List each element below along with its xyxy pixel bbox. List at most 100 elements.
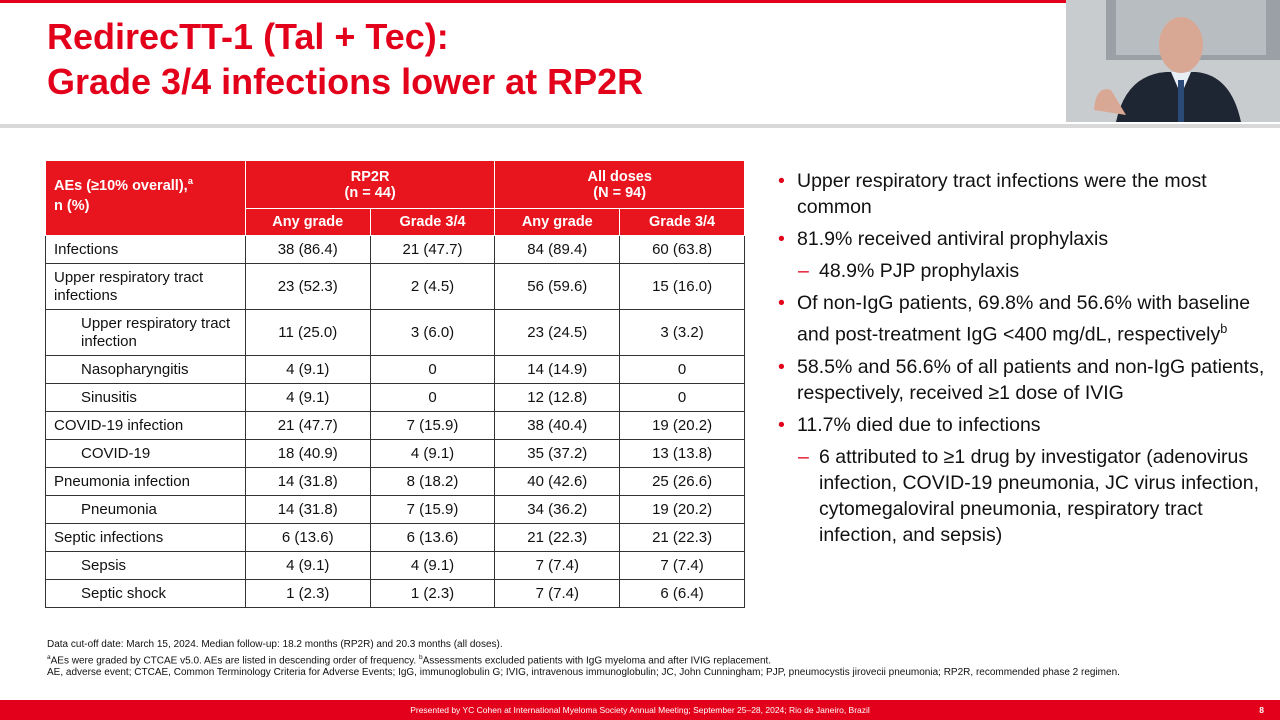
footnote: AE, adverse event; CTCAE, Common Termino… xyxy=(47,667,1120,679)
cell: 0 xyxy=(369,355,496,384)
top-rule xyxy=(0,0,1066,3)
cell: 6 (13.6) xyxy=(244,523,371,552)
subheader: Grade 3/4 xyxy=(369,208,496,236)
row-label: Septic infections xyxy=(45,523,246,552)
cell: 12 (12.8) xyxy=(494,383,621,412)
table-row: Infections 38 (86.4) 21 (47.7) 84 (89.4) 60 … xyxy=(45,235,745,264)
group-n: (n = 44) xyxy=(344,184,396,201)
row-label: Pneumonia xyxy=(45,495,246,524)
corner-cell: AEs (≥10% overall),a n (%) xyxy=(45,160,246,236)
cell: 3 (6.0) xyxy=(369,309,496,356)
cell: 21 (47.7) xyxy=(369,235,496,264)
table-row: Nasopharyngitis 4 (9.1) 0 14 (14.9) 0 xyxy=(45,355,745,384)
title: RedirecTT-1 (Tal + Tec): Grade 3/4 infec… xyxy=(47,14,643,104)
cell: 35 (37.2) xyxy=(494,439,621,468)
cell: 0 xyxy=(619,383,745,412)
cell: 34 (36.2) xyxy=(494,495,621,524)
cell: 6 (6.4) xyxy=(619,579,745,608)
subheader: Any grade xyxy=(244,208,371,236)
note: Assessments excluded patients with IgG m… xyxy=(422,654,772,666)
cell: 4 (9.1) xyxy=(244,551,371,580)
ae-table: AEs (≥10% overall),a n (%) RP2R (n = 44) All… xyxy=(45,160,745,608)
cell: 6 (13.6) xyxy=(369,523,496,552)
bullet-text: 6 attributed to ≥1 drug by investigator … xyxy=(819,445,1260,546)
group-header: RP2R (n = 44) xyxy=(244,160,496,209)
cell: 14 (31.8) xyxy=(244,467,371,496)
subheader-row: Any grade Grade 3/4 Any grade Grade 3/4 xyxy=(46,208,745,236)
title-line: RedirecTT-1 (Tal + Tec): xyxy=(47,16,449,57)
cell: 4 (9.1) xyxy=(369,551,496,580)
bullet: 81.9% received antiviral prophylaxis xyxy=(778,226,1268,252)
cell: 14 (14.9) xyxy=(494,355,621,384)
cell: 4 (9.1) xyxy=(244,383,371,412)
bullet-list: Upper respiratory tract infections were … xyxy=(778,168,1268,554)
table-row: Septic infections 6 (13.6) 6 (13.6) 21 (22.… xyxy=(45,523,745,552)
table-row: Septic shock 1 (2.3) 1 (2.3) 7 (7.4) 6 (6.4) xyxy=(45,579,745,608)
cell: 11 (25.0) xyxy=(244,309,371,356)
subheader: Any grade xyxy=(494,208,621,236)
bullet-text: 48.9% PJP prophylaxis xyxy=(819,260,1020,282)
row-label: Pneumonia infection xyxy=(45,467,246,496)
separator xyxy=(0,124,1280,128)
corner-text: AEs (≥10% overall),a xyxy=(54,171,194,196)
cell: 4 (9.1) xyxy=(244,355,371,384)
bullet-text: Of non-IgG patients, 69.8% and 56.6% wit… xyxy=(797,292,1251,346)
webcam xyxy=(1066,0,1280,122)
group-name: All doses xyxy=(587,168,652,185)
corner-after: n (%) xyxy=(54,197,90,214)
cell: 23 (24.5) xyxy=(494,309,621,356)
page-number: 8 xyxy=(1259,705,1264,715)
cell: 38 (86.4) xyxy=(244,235,371,264)
table-row: Sinusitis 4 (9.1) 0 12 (12.8) 0 xyxy=(45,383,745,412)
cell: 18 (40.9) xyxy=(244,439,371,468)
cell: 7 (15.9) xyxy=(369,411,496,440)
header-row: AEs (≥10% overall),a n (%) RP2R (n = 44) All… xyxy=(45,160,745,236)
cell: 21 (47.7) xyxy=(244,411,371,440)
row-label: Upper respiratory tract infections xyxy=(45,263,246,310)
row-label: Upper respiratory tract infection xyxy=(45,309,246,356)
bullet-text: 11.7% died due to infections xyxy=(797,413,1041,436)
cell: 1 (2.3) xyxy=(244,579,371,608)
presented: Presented by YC Cohen at International M… xyxy=(410,705,870,715)
cell: 7 (7.4) xyxy=(619,551,745,580)
cell: 7 (7.4) xyxy=(494,579,621,608)
cell: 8 (18.2) xyxy=(369,467,496,496)
cell: 3 (3.2) xyxy=(619,309,745,356)
footer: Presented by YC Cohen at International M… xyxy=(0,700,1280,720)
note: AEs were graded by CTCAE v5.0. AEs are l… xyxy=(50,654,419,666)
cell: 7 (15.9) xyxy=(369,495,496,524)
sup: b xyxy=(418,653,423,661)
bullet: Of non-IgG patients, 69.8% and 56.6% wit… xyxy=(778,290,1268,348)
table-row: Upper respiratory tract infections 23 (52… xyxy=(45,263,745,310)
row-label: Sepsis xyxy=(45,551,246,580)
table-row: Sepsis 4 (9.1) 4 (9.1) 7 (7.4) 7 (7.4) xyxy=(45,551,745,580)
corner-label: AEs (≥10% overall), xyxy=(54,177,188,194)
cell: 14 (31.8) xyxy=(244,495,371,524)
row-label: COVID-19 xyxy=(45,439,246,468)
cell: 60 (63.8) xyxy=(619,235,745,264)
cell: 7 (7.4) xyxy=(494,551,621,580)
bullet: Upper respiratory tract infections were … xyxy=(778,168,1268,220)
cell: 1 (2.3) xyxy=(369,579,496,608)
cell: 19 (20.2) xyxy=(619,495,745,524)
cell: 0 xyxy=(369,383,496,412)
row-label: Sinusitis xyxy=(45,383,246,412)
webcam-image xyxy=(1094,0,1280,122)
cell: 19 (20.2) xyxy=(619,411,745,440)
cell: 38 (40.4) xyxy=(494,411,621,440)
footnote: aAEs were graded by CTCAE v5.0. AEs are … xyxy=(47,652,1187,668)
bullet-text: 81.9% received antiviral prophylaxis xyxy=(797,228,1109,250)
table-row: COVID-19 18 (40.9) 4 (9.1) 35 (37.2) 13 (13.… xyxy=(45,439,745,468)
bullet: 58.5% and 56.6% of all patients and non-… xyxy=(778,354,1268,406)
bullet: 11.7% died due to infections xyxy=(778,412,1268,438)
cell: 15 (16.0) xyxy=(619,263,745,310)
sup: b xyxy=(1220,322,1228,336)
table-row: Upper respiratory tract infection 11 (25.… xyxy=(45,309,745,356)
bullet: 48.9% PJP prophylaxis xyxy=(778,258,1268,284)
footnotes: Data cut-off date: March 15, 2024. Media… xyxy=(47,639,1187,680)
row-label: Septic shock xyxy=(45,579,246,608)
group-name: RP2R xyxy=(350,168,390,185)
cell: 2 (4.5) xyxy=(369,263,496,310)
table-row: COVID-19 infection 21 (47.7) 7 (15.9) 38 (4… xyxy=(45,411,745,440)
